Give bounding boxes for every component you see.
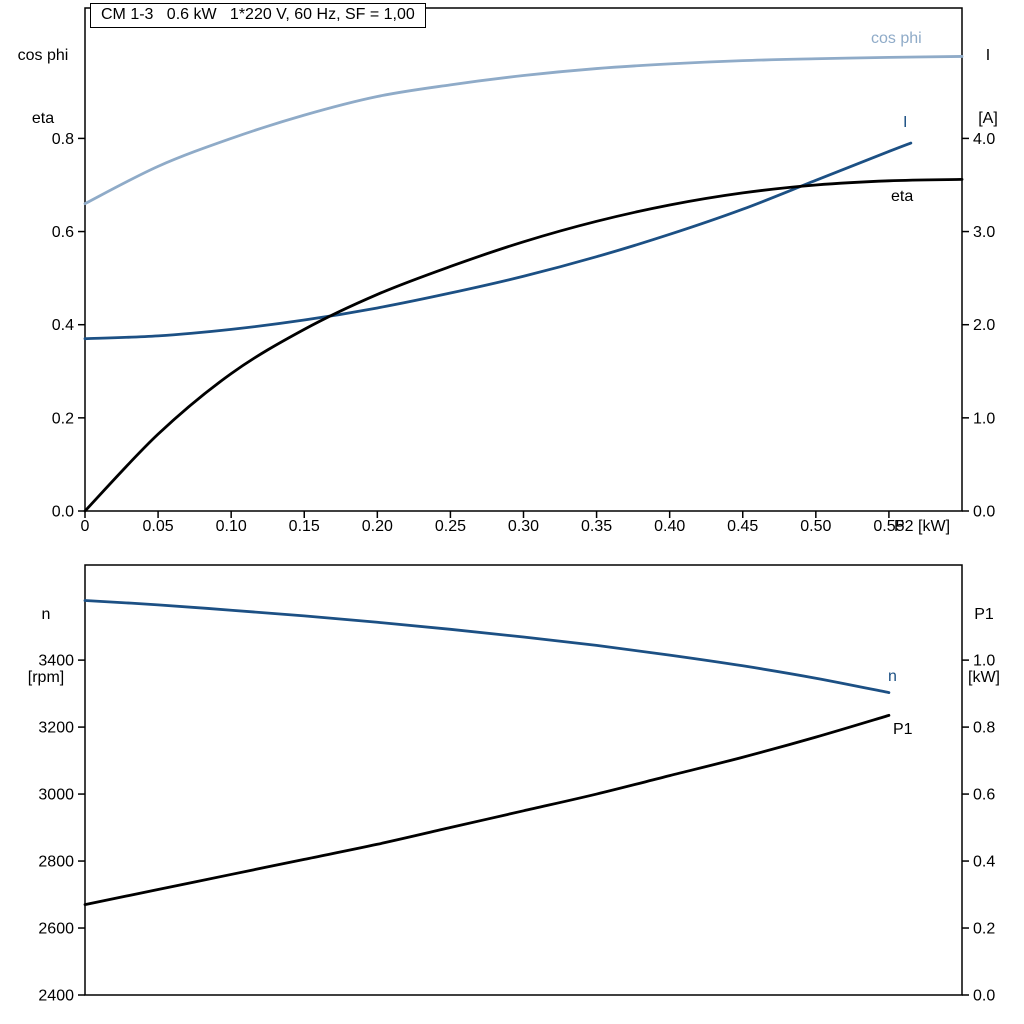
left-tick-label: 3400 [38, 653, 74, 670]
right-tick-label: 1.0 [973, 653, 995, 670]
x-tick-label: 0.40 [654, 518, 685, 535]
series-label-p1: P1 [893, 721, 913, 738]
right-tick-label: 2.0 [973, 317, 995, 334]
bottom-right-axis-title: P1 [kW] [956, 562, 1012, 730]
x-tick-label: 0.45 [727, 518, 758, 535]
curve-n [83, 599, 891, 694]
x-tick-label: 0.25 [435, 518, 466, 535]
right-tick-label: 0.2 [973, 921, 995, 938]
curve-eta [83, 177, 964, 513]
eta-axis-label: eta [31, 110, 55, 127]
p1-axis-label: P1 [974, 606, 994, 623]
left-tick-label: 0.2 [52, 410, 74, 427]
cos-phi-axis-label: cos phi [17, 47, 69, 64]
chart-title-box: CM 1-3 0.6 kW 1*220 V, 60 Hz, SF = 1,00 [90, 3, 426, 28]
right-tick-label: 0.6 [973, 787, 995, 804]
curve-cos-phi [83, 55, 964, 206]
x-tick-label: 0.05 [143, 518, 174, 535]
right-tick-label: 0.8 [973, 720, 995, 737]
top-right-axis-title: I [A] [964, 3, 1012, 171]
right-tick-label: 3.0 [973, 224, 995, 241]
series-label-current: I [903, 114, 908, 131]
x-tick-label: 0.15 [289, 518, 320, 535]
top-left-axis-title: cos phi eta [6, 3, 80, 171]
ampere-unit-label: [A] [978, 110, 998, 127]
series-label-eta: eta [891, 188, 914, 205]
x-tick-label: 0.10 [216, 518, 247, 535]
plot-frame-0 [84, 7, 963, 512]
x-tick-label: 0 [81, 518, 90, 535]
right-tick-label: 0.0 [973, 504, 995, 521]
left-tick-label: 3000 [38, 787, 74, 804]
left-tick-label: 0.4 [52, 317, 74, 334]
x-tick-label: 0.55 [873, 518, 904, 535]
kw-unit-label: [kW] [968, 669, 1000, 686]
right-tick-label: 0.4 [973, 854, 995, 871]
left-tick-label: 2600 [38, 921, 74, 938]
plot-frame-1 [84, 564, 963, 996]
current-axis-label: I [985, 47, 991, 64]
x-tick-label: 0.20 [362, 518, 393, 535]
x-axis-label: P2 [kW] [894, 518, 951, 535]
left-tick-label: 2400 [38, 988, 74, 1005]
x-tick-label: 0.30 [508, 518, 539, 535]
curve-p1 [83, 713, 891, 906]
left-tick-label: 0.6 [52, 224, 74, 241]
rpm-unit-label: [rpm] [27, 669, 65, 686]
bottom-left-axis-title: n [rpm] [14, 562, 78, 730]
left-tick-label: 2800 [38, 854, 74, 871]
left-tick-label: 3200 [38, 720, 74, 737]
left-tick-label: 0.0 [52, 504, 74, 521]
right-tick-label: 0.0 [973, 988, 995, 1005]
series-label-speed: n [888, 668, 897, 685]
right-tick-label: 4.0 [973, 131, 995, 148]
x-tick-label: 0.50 [800, 518, 831, 535]
speed-axis-label: n [41, 606, 51, 623]
curve-i [83, 141, 913, 341]
left-tick-label: 0.8 [52, 131, 74, 148]
series-label-cos-phi: cos phi [871, 30, 922, 47]
right-tick-label: 1.0 [973, 410, 995, 427]
x-tick-label: 0.35 [581, 518, 612, 535]
